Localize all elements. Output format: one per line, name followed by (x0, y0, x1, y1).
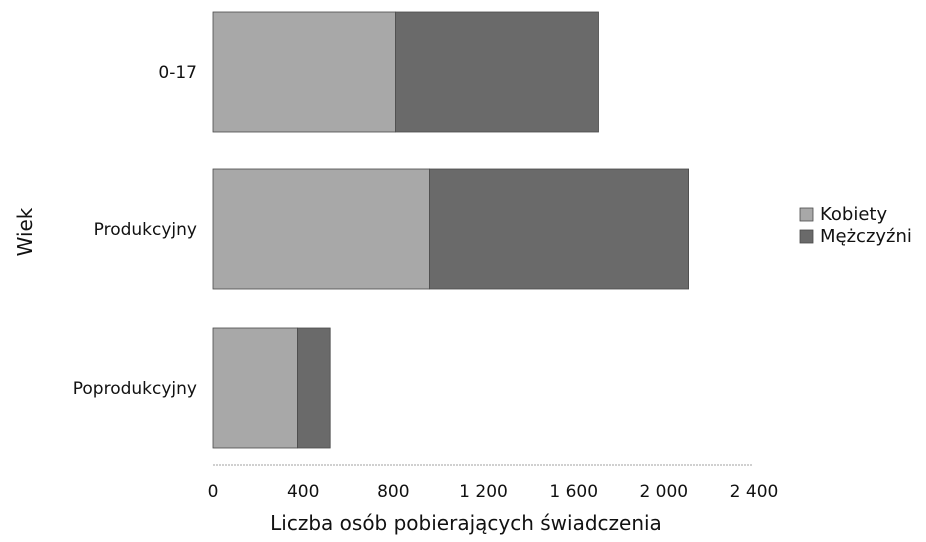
x-tick-label: 1 600 (549, 482, 598, 502)
x-axis-title: Liczba osób pobierających świadczenia (270, 511, 662, 535)
category-label: Produkcyjny (94, 220, 197, 240)
legend-label: Kobiety (820, 204, 887, 225)
x-tick-label: 400 (287, 482, 319, 502)
bar-poprodukcyjny-mężczyźni (297, 327, 331, 449)
legend-label: Mężczyźni (820, 226, 912, 247)
bar-produkcyjny-mężczyźni (428, 168, 690, 290)
x-tick-label: 2 400 (730, 482, 779, 502)
x-tick-label: 1 200 (459, 482, 508, 502)
category-label: 0-17 (158, 63, 197, 83)
legend-swatch-mężczyźni (799, 229, 814, 244)
y-axis-title: Wiek (13, 207, 37, 256)
bar-0-17-kobiety (212, 11, 397, 133)
bars-layer (212, 11, 690, 449)
x-tick-label: 2 000 (639, 482, 688, 502)
category-label: Poprodukcyjny (73, 379, 197, 399)
x-tick-labels: 0 400 800 1 200 1 600 2 000 2 400 (208, 482, 779, 502)
x-tick-label: 800 (377, 482, 409, 502)
category-labels: 0-17 Produkcyjny Poprodukcyjny (73, 63, 197, 399)
bar-produkcyjny-kobiety (212, 168, 430, 290)
x-tick-label: 0 (208, 482, 219, 502)
legend-swatch-kobiety (799, 207, 814, 222)
bar-poprodukcyjny-kobiety (212, 327, 298, 449)
bar-0-17-mężczyźni (395, 11, 599, 133)
